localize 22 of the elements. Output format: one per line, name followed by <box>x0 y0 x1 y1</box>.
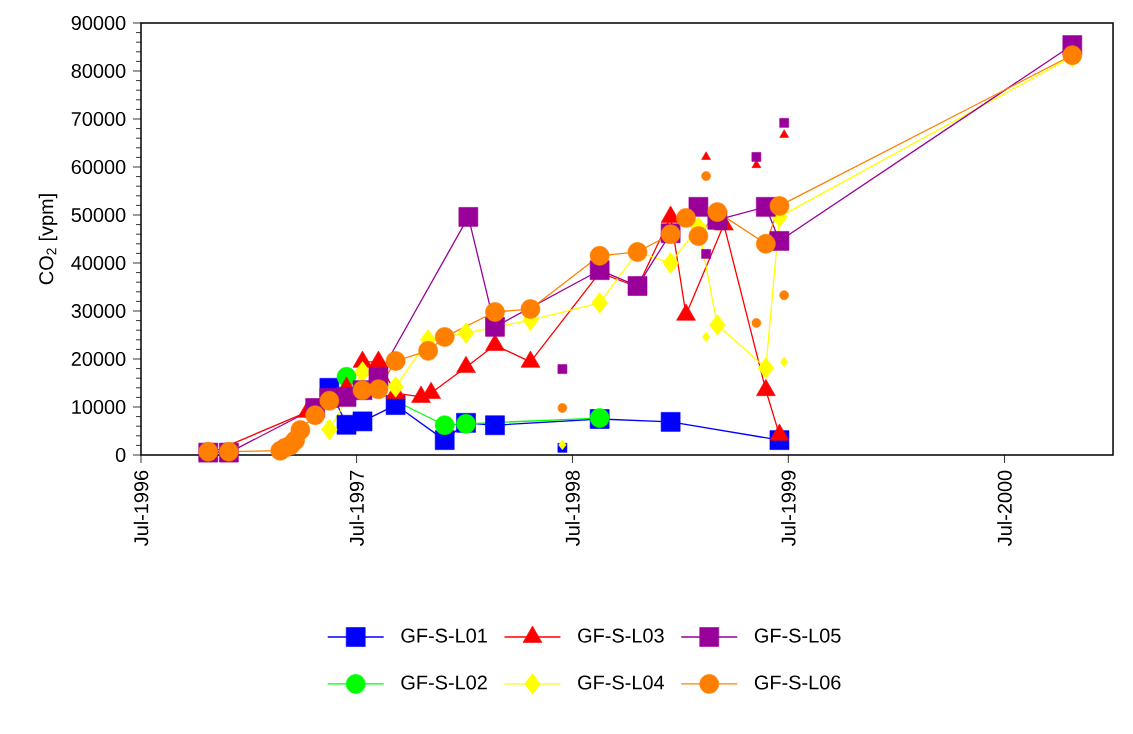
y-tick-label: 50000 <box>71 207 126 223</box>
legend-label: GF-S-L02 <box>401 675 487 690</box>
x-tick-label: Jul-1999 <box>781 470 796 546</box>
legend-label: GF-S-L03 <box>578 628 664 643</box>
legend-label: GF-S-L04 <box>578 675 665 690</box>
legend-label: GF-S-L01 <box>401 628 487 643</box>
y-tick-label: 40000 <box>71 255 126 271</box>
y-tick-label: 20000 <box>71 351 126 367</box>
legend-label: GF-S-L06 <box>754 675 841 690</box>
y-axis-title: CO$_{2}$ [vpm] <box>38 194 58 285</box>
y-tick-label: 60000 <box>71 159 126 175</box>
x-tick-label: Jul-2000 <box>997 470 1012 546</box>
y-tick-label: 80000 <box>71 63 126 79</box>
x-tick-label: Jul-1996 <box>133 470 149 546</box>
legend-label: GF-S-L05 <box>754 628 841 643</box>
y-tick-label: 90000 <box>71 15 126 31</box>
y-tick-label: 70000 <box>71 111 126 127</box>
x-tick-label: Jul-1997 <box>349 470 364 546</box>
x-tick-label: Jul-1998 <box>565 470 580 546</box>
y-tick-label: 10000 <box>72 399 126 415</box>
y-tick-label: 0 <box>115 447 126 463</box>
y-tick-label: 30000 <box>71 303 126 319</box>
